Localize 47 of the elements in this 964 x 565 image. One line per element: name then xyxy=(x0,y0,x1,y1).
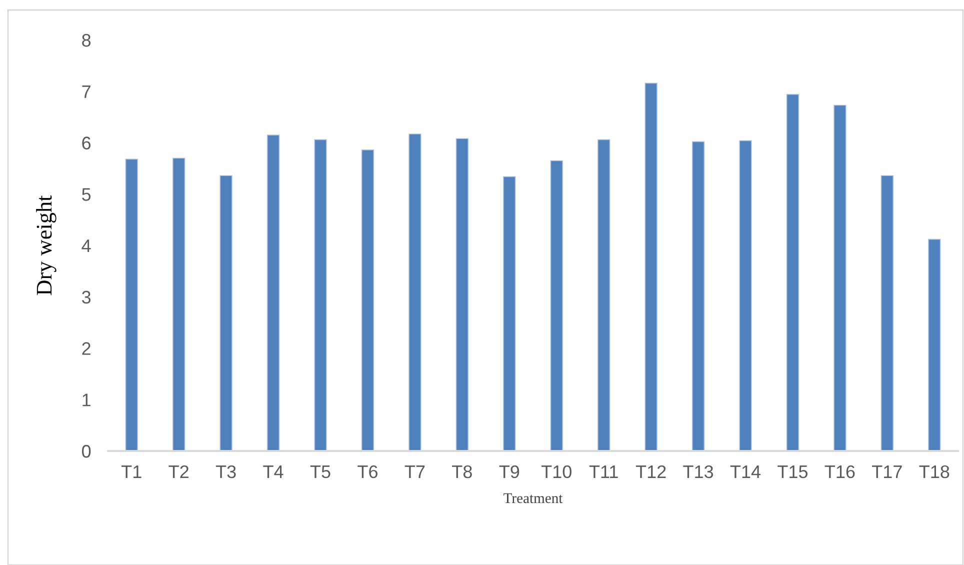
bar xyxy=(644,82,658,451)
x-tick-label: T10 xyxy=(541,465,572,478)
y-tick-label: 3 xyxy=(82,290,91,304)
x-tick-label: T13 xyxy=(683,465,714,478)
bar xyxy=(928,238,941,451)
y-tick-label: 6 xyxy=(82,136,91,150)
x-tick-label: T15 xyxy=(778,466,808,478)
bar xyxy=(314,139,327,451)
y-tick-label: 1 xyxy=(82,394,90,406)
bar xyxy=(361,150,374,451)
x-tick-label: T11 xyxy=(589,466,618,478)
x-axis-title: Treatment xyxy=(504,493,563,504)
y-tick-label: 0 xyxy=(82,444,91,458)
x-tick-label: T17 xyxy=(872,466,902,478)
y-axis-title: Dry weight xyxy=(36,195,56,296)
x-tick-label: T2 xyxy=(168,465,188,478)
x-tick-label: T12 xyxy=(636,465,666,478)
x-tick-label: T6 xyxy=(358,465,378,478)
y-tick-label: 7 xyxy=(82,85,90,98)
y-tick-label: 5 xyxy=(82,188,91,201)
y-tick-label: 8 xyxy=(82,34,91,47)
bar xyxy=(456,138,468,451)
bar xyxy=(503,176,516,451)
x-tick-label: T4 xyxy=(263,466,284,478)
x-tick-label: T8 xyxy=(452,465,472,478)
bar xyxy=(880,175,894,451)
x-tick-label: T9 xyxy=(499,465,520,478)
bar xyxy=(125,158,138,451)
x-tick-label: T18 xyxy=(919,465,950,478)
y-tick-label: 2 xyxy=(82,342,90,355)
bar xyxy=(220,175,232,451)
bar xyxy=(550,160,563,451)
bar xyxy=(786,94,800,451)
bar xyxy=(739,140,752,451)
x-tick-label: T14 xyxy=(730,466,761,478)
y-tick-label: 4 xyxy=(82,240,91,252)
x-tick-label: T5 xyxy=(310,466,330,478)
bar xyxy=(834,104,846,451)
x-tick-label: T1 xyxy=(121,466,142,478)
bar xyxy=(692,141,705,451)
bar xyxy=(172,158,186,451)
bar xyxy=(408,134,422,451)
x-tick-label: T16 xyxy=(824,465,855,478)
bar xyxy=(266,134,280,451)
bar xyxy=(598,139,610,451)
x-tick-label: T7 xyxy=(404,466,425,478)
x-tick-label: T3 xyxy=(216,465,236,478)
